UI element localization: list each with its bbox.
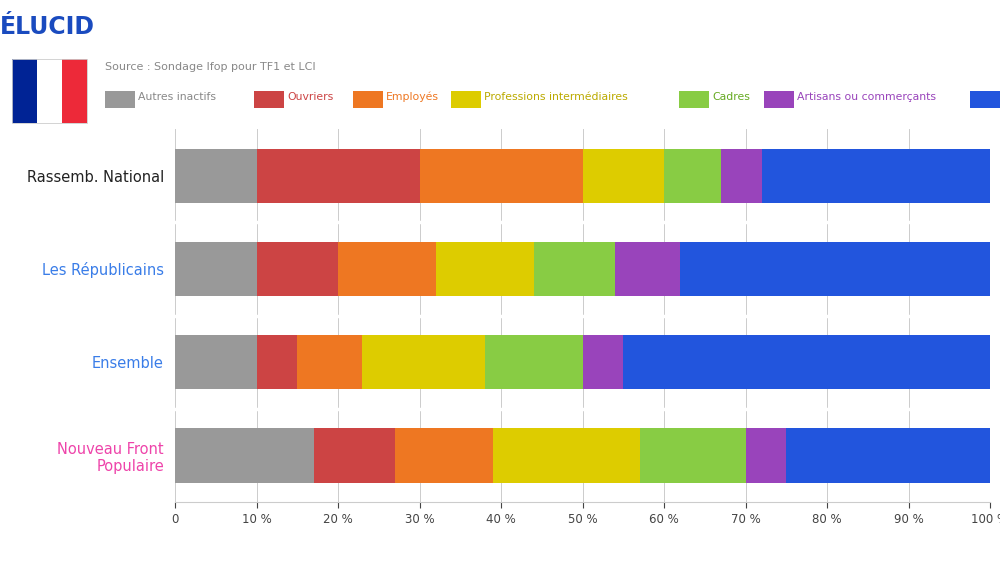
Text: www.elucid.media: www.elucid.media [890, 545, 985, 555]
Bar [970, 91, 1000, 108]
Bar [395, 429, 493, 482]
Text: Professions intermédiaires: Professions intermédiaires [484, 92, 628, 102]
Bar [12, 59, 87, 123]
Bar [297, 335, 362, 389]
Bar [582, 149, 664, 203]
Text: ÉLUCID: ÉLUCID [0, 15, 95, 39]
Bar [256, 242, 338, 296]
Text: Décomposition de l'électorat des partis aux Législatives 2024 selon la professio: Décomposition de l'électorat des partis … [120, 17, 917, 36]
Bar [362, 335, 485, 389]
Bar [175, 335, 256, 389]
Text: Employés: Employés [386, 92, 439, 103]
Bar [436, 242, 534, 296]
Bar [420, 149, 582, 203]
Text: Source : Sondage Ifop pour TF1 et LCI: Source : Sondage Ifop pour TF1 et LCI [105, 62, 316, 72]
Text: Ouvriers: Ouvriers [287, 92, 333, 102]
Bar [254, 91, 284, 108]
Bar [175, 242, 256, 296]
Bar [314, 429, 395, 482]
Bar [338, 242, 436, 296]
Bar [12, 59, 37, 123]
Bar [105, 91, 135, 108]
Bar [786, 429, 990, 482]
Bar [762, 149, 990, 203]
Bar [256, 335, 297, 389]
Bar [175, 429, 314, 482]
Text: Cadres: Cadres [712, 92, 750, 102]
Bar [175, 149, 256, 203]
Bar [615, 242, 680, 296]
Bar [746, 429, 786, 482]
Bar [37, 59, 62, 123]
Bar [62, 59, 87, 123]
Text: Artisans ou commerçants: Artisans ou commerçants [797, 92, 936, 102]
Bar [451, 91, 481, 108]
Bar [623, 335, 990, 389]
Bar [0, 0, 95, 53]
Bar [721, 149, 762, 203]
Bar [256, 149, 420, 203]
Bar [679, 91, 709, 108]
Bar [680, 242, 990, 296]
Bar [353, 91, 383, 108]
Bar [95, 0, 98, 53]
Bar [534, 242, 615, 296]
Bar [493, 429, 640, 482]
Bar [582, 335, 623, 389]
Bar [485, 335, 582, 389]
Bar [664, 149, 721, 203]
Text: Autres inactifs: Autres inactifs [138, 92, 216, 102]
Bar [640, 429, 746, 482]
Bar [764, 91, 794, 108]
